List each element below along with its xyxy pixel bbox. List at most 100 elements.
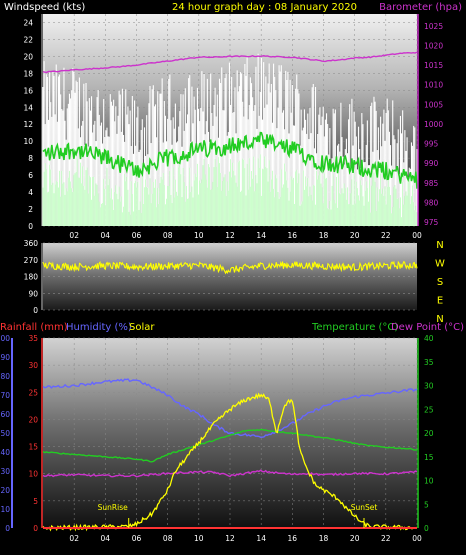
temp-x-tick-label: 14 [256,534,266,543]
direction-trace [42,260,418,275]
compass-letter: S [437,277,443,288]
chart-title: 24 hour graph day : 08 January 2020 [172,2,357,13]
wind-tick-label: 10 [23,137,33,146]
sunset-label: SunSet [351,503,378,512]
wind-lines [42,51,418,189]
temp-x-tick-label: 00 [412,534,422,543]
direction-tick-label: 270 [24,256,39,265]
wind-tick-label: 6 [28,171,33,180]
sunrise-label: SunRise [98,503,128,512]
temperature-tick-label: 25 [424,405,434,414]
rain-tick-label: 25 [28,388,38,397]
temperature-tick-label: 5 [424,500,429,509]
pressure-tick-label: 1025 [424,22,443,31]
wind-tick-label: 2 [28,205,33,214]
rain-tick-label: 10 [28,470,38,479]
wind-x-tick-label: 16 [288,231,298,240]
humidity-tick-label: 10 [0,505,10,514]
humidity-tick-label: 40 [0,448,10,457]
temperature-tick-label: 35 [424,358,434,367]
pressure-tick-label: 1000 [424,120,443,129]
compass-letter: W [435,259,445,270]
humidity-tick-label: 20 [0,486,10,495]
compass-letter: E [437,296,443,307]
pressure-tick-label: 990 [424,159,439,168]
humidity-tick-label: 30 [0,467,10,476]
temp-x-tick-label: 16 [288,534,298,543]
direction-y-ticks: 360 270 180 90 0 [24,239,39,315]
average-wind-line [42,131,418,189]
temperature-line [42,428,418,463]
wind-x-ticks: 02 04 06 08 10 12 14 16 18 20 22 00 [69,231,422,240]
wind-tick-label: 20 [23,52,33,61]
dew-point-label: Dew Point (°C) [391,322,464,333]
pressure-axis-label: Barometer (hpa) [379,2,462,13]
wind-axis-label: Windspeed (kts) [4,2,85,13]
temp-x-tick-label: 06 [132,534,142,543]
wind-tick-label: 4 [28,188,33,197]
wind-tick-label: 22 [23,35,33,44]
direction-tick-label: 360 [24,239,39,248]
humidity-y-ticks: 0 10 20 30 40 50 60 70 80 90 100 [0,334,10,533]
wind-tick-label: 18 [23,69,33,78]
temp-x-tick-label: 02 [69,534,79,543]
wind-x-tick-label: 04 [101,231,111,240]
wind-tick-label: 14 [23,103,33,112]
temp-x-tick-label: 20 [350,534,360,543]
sun-annotations: SunRise SunSet [98,503,378,528]
temperature-tick-label: 20 [424,429,434,438]
wind-tick-label: 8 [28,154,33,163]
temperature-tick-label: 10 [424,477,434,486]
temperature-tick-label: 30 [424,382,434,391]
humidity-tick-label: 0 [5,524,10,533]
wind-x-tick-label: 10 [194,231,204,240]
rain-tick-label: 20 [28,415,38,424]
wind-tick-label: 16 [23,86,33,95]
humidity-tick-label: 60 [0,410,10,419]
temp-x-tick-label: 08 [163,534,173,543]
solar-line [42,392,418,532]
humidity-tick-label: 100 [0,334,10,343]
direction-grid [43,242,417,311]
rain-tick-label: 30 [28,361,38,370]
wind-x-tick-label: 22 [381,231,391,240]
pressure-tick-label: 995 [424,140,439,149]
temp-x-tick-label: 18 [319,534,329,543]
pressure-tick-label: 1020 [424,41,443,50]
temp-x-tick-label: 22 [381,534,391,543]
dew-point-line [42,469,418,478]
humidity-label: Humidity (%) [66,322,132,333]
humidity-tick-label: 90 [0,353,10,362]
pressure-tick-label: 980 [424,198,439,207]
compass-letter: N [436,314,443,325]
temperature-tick-label: 40 [424,334,434,343]
temperature-tick-label: 15 [424,453,434,462]
wind-tick-label: 0 [28,222,33,231]
temperature-label: Temperature (°C) [311,322,398,333]
temp-x-ticks: 02 04 06 08 10 12 14 16 18 20 22 00 [69,534,422,543]
direction-line [42,260,418,275]
pressure-tick-label: 1005 [424,100,443,109]
rainfall-label: Rainfall (mm) [0,322,68,333]
pressure-tick-label: 985 [424,179,439,188]
pressure-tick-label: 1010 [424,81,443,90]
rain-y-ticks: 0 5 10 15 20 25 30 35 [28,334,38,533]
direction-tick-label: 90 [28,289,38,298]
wind-tick-label: 12 [23,120,33,129]
humidity-tick-label: 50 [0,429,10,438]
wind-x-tick-label: 18 [319,231,329,240]
humidity-tick-label: 80 [0,372,10,381]
temp-x-tick-label: 10 [194,534,204,543]
wind-x-tick-label: 20 [350,231,360,240]
temperature-tick-label: 0 [424,524,429,533]
wind-x-tick-label: 08 [163,231,173,240]
wind-tick-label: 24 [23,19,33,28]
temp-lines [42,378,418,532]
rain-tick-label: 0 [33,524,38,533]
pressure-y-ticks: 975 980 985 990 995 1000 1005 1010 1015 1020 1025 [424,22,443,227]
rain-tick-label: 5 [33,497,38,506]
wind-x-tick-label: 14 [256,231,266,240]
temp-x-tick-label: 12 [225,534,235,543]
